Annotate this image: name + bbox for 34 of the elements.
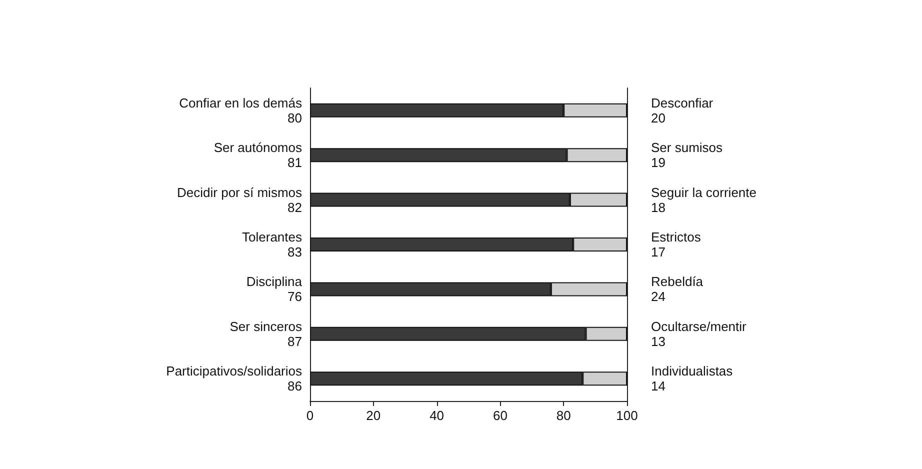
data-label: 87: [288, 334, 302, 349]
y-tick-label: Decidir por sí mismos: [177, 184, 302, 200]
y-tick-label: Ser autónomos: [214, 140, 302, 156]
x-tick-label: 60: [492, 408, 508, 423]
y-tick-label: Disciplina: [246, 274, 303, 290]
text: Estrictos: [651, 230, 702, 244]
x-tick-label: 0: [306, 408, 314, 423]
x-tick-label: 20: [366, 408, 381, 423]
data-label: 76: [288, 289, 302, 304]
data-label: 80: [288, 110, 302, 126]
data-label: 24: [651, 289, 666, 304]
x-tick-label: 40: [430, 408, 444, 423]
x-tick-label: 80: [556, 408, 571, 423]
data-label: 17: [651, 244, 666, 260]
y-tick-label: Participativos/solidarios: [166, 364, 302, 379]
y-tick-label: Ser sinceros: [230, 318, 302, 334]
x-tick-label: 100: [616, 408, 638, 423]
data-label: 86: [288, 378, 302, 394]
data-label: 20: [651, 110, 666, 126]
data-label: 19: [651, 155, 666, 170]
text: Individualistas: [651, 364, 734, 379]
data-label: 13: [651, 334, 666, 349]
data-label: 82: [288, 200, 302, 215]
text: Rebeldía: [651, 274, 704, 290]
y-tick-label: Tolerantes: [242, 230, 302, 244]
text: Ocultarse/mentir: [651, 318, 748, 334]
y-tick-label: Confiar en los demás: [179, 95, 302, 110]
data-label: 83: [288, 244, 302, 260]
data-label: 14: [651, 378, 666, 394]
text: Desconfiar: [651, 95, 714, 110]
data-label: 81: [288, 155, 302, 170]
text: Ser sumisos: [651, 140, 724, 156]
data-label: 18: [651, 200, 666, 215]
text: Seguir la corriente: [651, 184, 756, 200]
